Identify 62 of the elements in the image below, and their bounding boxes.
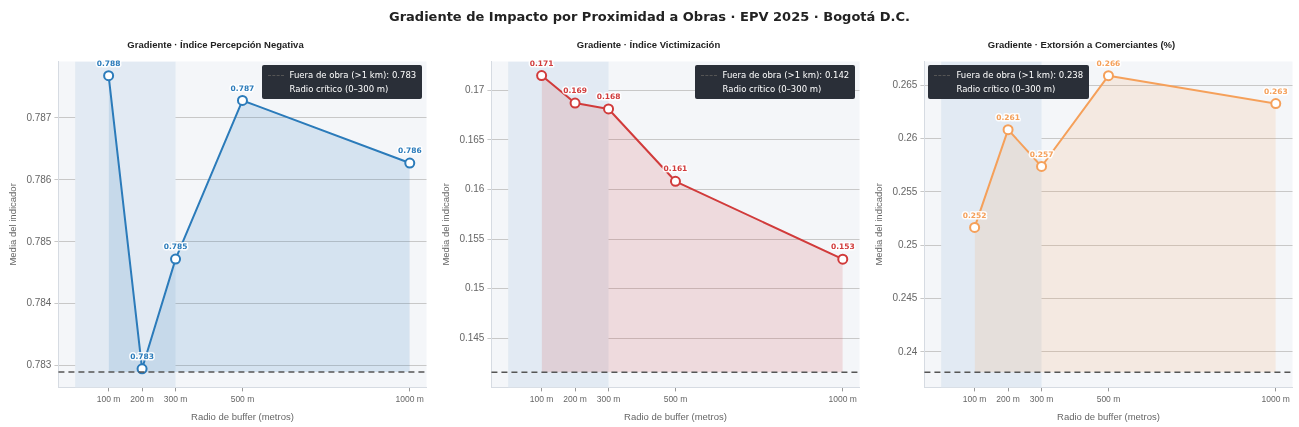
y-tick-label: 0.783 — [26, 359, 52, 371]
y-tick-label: 0.17 — [464, 84, 485, 96]
x-tick-label: 300 m — [596, 393, 621, 404]
x-axis-title: Radio de buffer (metros) — [191, 410, 294, 422]
point — [1002, 124, 1014, 136]
y-tick-label: 0.255 — [892, 185, 918, 197]
text: Gradiente de Impacto por Proximidad a Obras · EPV 2025 · Bogotá D.C. — [388, 8, 911, 24]
y-tick-label: 0.786 — [26, 173, 52, 185]
x-axis-title: Radio de buffer (metros) — [1057, 410, 1160, 422]
point — [404, 157, 416, 169]
x-tick-label: 1000 m — [395, 393, 424, 404]
point — [536, 70, 548, 82]
x-tick-label: 1000 m — [828, 393, 857, 404]
band-label: Radio crítico (0–300 m) — [289, 83, 389, 97]
point — [1102, 70, 1114, 82]
y-tick-label: 0.785 — [26, 235, 52, 247]
chart-title: Gradiente · Índice Victimización — [576, 39, 721, 51]
legend-label: Fuera de obra (>1 km): 0.238 — [956, 69, 1084, 83]
y-tick-label: 0.145 — [459, 331, 485, 343]
y-axis-title: Media del indicador — [440, 183, 452, 266]
point — [837, 253, 849, 265]
y-tick-label: 0.245 — [892, 292, 918, 304]
x-tick-label: 100 m — [529, 393, 554, 404]
x-axis-title: Radio de buffer (metros) — [624, 410, 727, 422]
x-tick-label: 200 m — [130, 393, 154, 404]
chart-title: Gradiente · Índice Percepción Negativa — [127, 39, 305, 51]
y-tick-label: 0.16 — [464, 183, 485, 195]
x-tick-label: 200 m — [563, 393, 587, 404]
point — [569, 97, 581, 109]
band-label: Radio crítico (0–300 m) — [956, 83, 1056, 97]
x-tick-label: 100 m — [962, 393, 987, 404]
x-tick-label: 500 m — [230, 393, 255, 404]
y-tick-label: 0.15 — [464, 282, 485, 294]
chart-title: Gradiente · Extorsión a Comerciantes (%) — [987, 39, 1176, 51]
y-tick-label: 0.26 — [897, 132, 918, 144]
x-tick-label: 100 m — [96, 393, 121, 404]
band-label: Radio crítico (0–300 m) — [722, 83, 822, 97]
point — [1270, 98, 1282, 110]
y-axis-title: Media del indicador — [873, 183, 885, 266]
y-tick-label: 0.784 — [26, 297, 52, 309]
x-tick-label: 300 m — [1029, 393, 1054, 404]
x-tick-label: 500 m — [663, 393, 688, 404]
y-tick-label: 0.165 — [459, 133, 485, 145]
y-tick-label: 0.25 — [897, 239, 918, 251]
point — [170, 253, 182, 265]
y-tick-label: 0.265 — [892, 79, 918, 91]
point — [969, 221, 981, 233]
point — [103, 70, 115, 82]
y-tick-label: 0.155 — [459, 232, 485, 244]
y-tick-label: 0.24 — [897, 345, 918, 357]
x-tick-label: 300 m — [163, 393, 188, 404]
point — [1036, 160, 1048, 172]
point — [236, 94, 248, 106]
x-tick-label: 1000 m — [1261, 393, 1290, 404]
y-tick-label: 0.787 — [26, 111, 52, 123]
point — [669, 175, 681, 187]
x-tick-label: 500 m — [1096, 393, 1121, 404]
point — [603, 103, 615, 115]
y-axis-title: Media del indicador — [7, 183, 19, 266]
legend-label: Fuera de obra (>1 km): 0.142 — [722, 69, 850, 83]
legend-label: Fuera de obra (>1 km): 0.783 — [289, 69, 417, 83]
x-tick-label: 200 m — [996, 393, 1020, 404]
